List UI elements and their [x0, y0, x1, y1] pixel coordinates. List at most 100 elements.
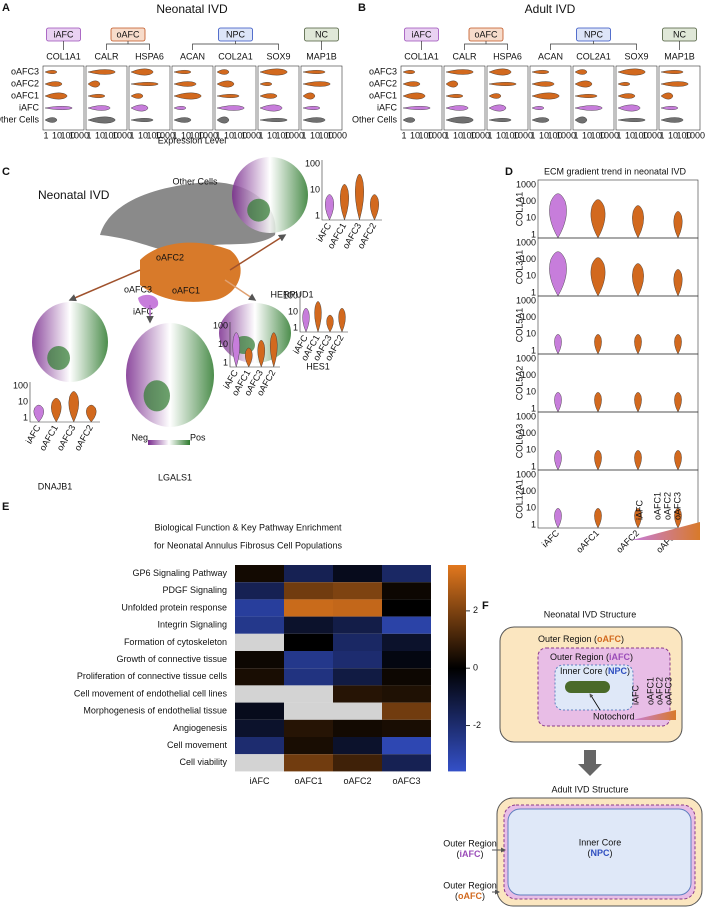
- violin: [674, 392, 682, 413]
- pointer: [589, 693, 601, 711]
- gene-label: SOX9: [266, 51, 290, 61]
- row-label: Unfolded protein response: [121, 602, 227, 612]
- y-tick-label: 100: [521, 370, 536, 380]
- x-tick-label: 1: [215, 130, 220, 140]
- violin: [216, 69, 230, 75]
- x-tick-label: 1: [172, 130, 177, 140]
- violin: [340, 184, 349, 221]
- x-tick-label: 10: [138, 130, 148, 140]
- violin: [549, 251, 567, 297]
- y-tick-label: 1: [531, 461, 536, 471]
- legend-label: iAFC: [634, 500, 644, 521]
- row-label: oAFC3: [369, 66, 397, 76]
- violin: [445, 105, 469, 111]
- x-tick-label: 1: [129, 130, 134, 140]
- violin: [302, 92, 316, 100]
- x-tick-label: 100: [504, 130, 519, 140]
- violin: [51, 398, 62, 423]
- heatmap-cell: [235, 719, 284, 737]
- heatmap-cell: [382, 685, 431, 703]
- violin: [531, 92, 560, 100]
- violin: [370, 194, 379, 221]
- colorbar-tick-label: 2: [473, 605, 478, 615]
- adult-oafc-label: Outer Region: [443, 880, 497, 890]
- legend-gradient: [148, 440, 190, 445]
- violin: [660, 81, 689, 87]
- heatmap-cell: [235, 668, 284, 686]
- y-tick-label: 10: [526, 213, 536, 223]
- x-tick-label: 1000: [155, 130, 175, 140]
- plot-frame: [257, 65, 300, 131]
- diagram-title: Adult IVD Structure: [551, 784, 628, 794]
- arrow: [229, 234, 287, 271]
- gene-label: COL3A1: [514, 250, 524, 285]
- inset-y-tick: 1: [23, 412, 28, 422]
- violin: [257, 340, 266, 368]
- row-label: Other Cells: [352, 114, 398, 124]
- panel-title: Neonatal IVD: [156, 2, 228, 16]
- adult-oafc-label: (oAFC): [455, 891, 485, 901]
- heatmap-cell: [382, 737, 431, 755]
- violin: [244, 347, 253, 368]
- y-tick-label: 10: [526, 503, 536, 513]
- violin: [488, 104, 507, 112]
- heatmap-cell: [333, 719, 382, 737]
- panel-letter: F: [482, 600, 489, 612]
- gene-label: ACAN: [538, 51, 563, 61]
- violin: [44, 117, 58, 123]
- row-label: Formation of cytoskeleton: [124, 637, 227, 647]
- violin: [130, 118, 154, 122]
- x-tick-label: 1: [530, 130, 535, 140]
- umap-iafc: [138, 294, 159, 310]
- notochord: [565, 681, 610, 693]
- adult-iafc-label-part: ): [481, 849, 484, 859]
- violin: [554, 450, 562, 471]
- heatmap-cell: [333, 599, 382, 617]
- outer-label: Outer Region (oAFC): [538, 634, 624, 644]
- legend-label: oAFC1: [652, 492, 662, 520]
- gradient-label: oAFC2: [654, 677, 664, 705]
- violin: [402, 117, 416, 123]
- x-tick-label: 1000: [685, 130, 705, 140]
- x-tick-label: 100: [676, 130, 691, 140]
- violin: [590, 199, 606, 239]
- heatmap-cell: [235, 582, 284, 600]
- violin: [674, 508, 682, 529]
- violin: [173, 92, 202, 100]
- heatmap-cell: [235, 599, 284, 617]
- heatmap-cell: [284, 616, 333, 634]
- inset-y-tick: 10: [218, 339, 228, 349]
- violin: [216, 94, 240, 98]
- gene-label: MAP1B: [306, 51, 337, 61]
- plot-frame: [615, 65, 658, 131]
- violin: [402, 81, 421, 87]
- violin: [68, 391, 79, 423]
- outer-label-part: oAFC: [597, 634, 621, 644]
- violin: [44, 92, 68, 100]
- adult-core: [507, 808, 692, 896]
- x-tick-label: 1000: [642, 130, 662, 140]
- violin: [402, 92, 426, 100]
- violin: [632, 205, 644, 239]
- heatmap-cell: [333, 737, 382, 755]
- gene-label: CALR: [452, 51, 477, 61]
- column-label: oAFC1: [294, 776, 322, 786]
- violin: [531, 70, 550, 74]
- inset-y-tick: 100: [283, 290, 298, 300]
- violin: [594, 450, 602, 471]
- panel-letter: D: [505, 166, 513, 178]
- y-tick-label: 1000: [516, 179, 536, 189]
- y-tick-label: 1: [531, 403, 536, 413]
- adult-oafc-label-part: (: [455, 891, 458, 901]
- core-label-part: NPC: [608, 666, 628, 676]
- outer-label-part: ): [621, 634, 624, 644]
- x-tick-label: 100: [189, 130, 204, 140]
- feature-umap: [232, 157, 308, 233]
- adult-core-label: Inner Core: [579, 837, 622, 847]
- inset-axis: [299, 292, 348, 333]
- violin: [259, 104, 283, 112]
- violin: [259, 82, 273, 86]
- inset-axis: [29, 382, 100, 423]
- violin: [402, 106, 431, 110]
- heatmap-cell: [333, 651, 382, 669]
